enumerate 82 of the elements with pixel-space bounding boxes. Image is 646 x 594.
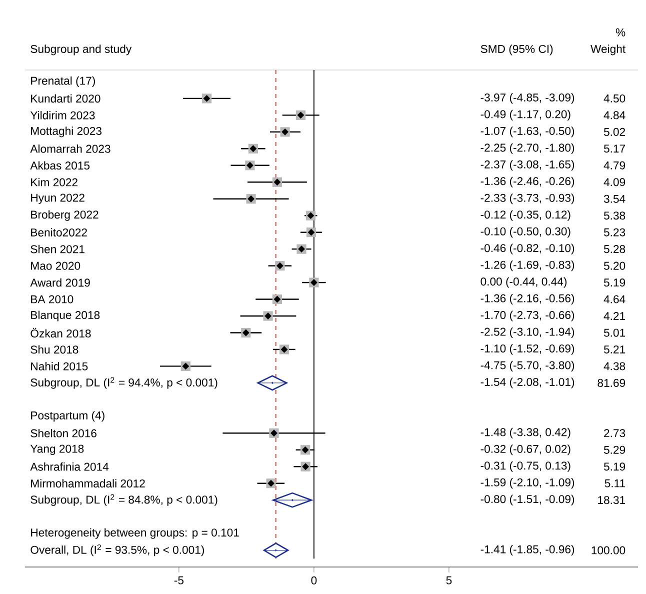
annotation: 5.17 <box>604 144 626 153</box>
annotation: -2.52 (-3.10, -1.94) <box>480 327 574 338</box>
annotation: 5.01 <box>604 328 626 337</box>
y-tick-label: Shen 2021 <box>30 244 84 254</box>
annotation: -1.07 (-1.63, -0.50) <box>480 126 574 138</box>
annotation: 5.28 <box>604 245 626 254</box>
y-tick-label: BA 2010 <box>31 295 74 304</box>
y-tick-label: Prenatal (17) <box>31 76 95 87</box>
annotation: -0.12 (-0.35, 0.12) <box>480 210 570 221</box>
annotation: -2.25 (-2.70, -1.80) <box>480 143 574 154</box>
annotation: -1.70 (-2.73, -0.66) <box>480 310 574 322</box>
annotation: 5.20 <box>604 262 626 270</box>
annotation: 4.38 <box>604 362 626 370</box>
y-axis-title: Subgroup and study <box>30 44 132 56</box>
y-tick-label: Overall, DL (I$^{2}$ = 93.5%, p < 0.001) <box>30 544 204 556</box>
annotation: 100.00 <box>592 546 626 554</box>
annotation: -1.10 (-1.52, -0.69) <box>480 344 574 355</box>
annotation: 4.84 <box>604 111 626 120</box>
annotation: -1.26 (-1.69, -0.83) <box>480 260 574 272</box>
y-tick-label: Kim 2022 <box>31 178 78 186</box>
x-tick-label: 0 <box>311 576 317 584</box>
annotation: 81.69 <box>598 378 626 387</box>
y-tick-label: Subgroup, DL (I$^{2}$ = 84.8%, p < 0.001) <box>30 494 218 506</box>
annotation: 18.31 <box>598 496 626 504</box>
annotation: 5.29 <box>604 446 626 454</box>
annotation: -1.41 (-1.85, -0.96) <box>480 544 574 556</box>
y-tick-label: Akbas 2015 <box>30 161 90 170</box>
annotation: -2.37 (-3.08, -1.65) <box>480 160 574 171</box>
x-tick-label: -5 <box>174 576 184 584</box>
annotation: 5.11 <box>604 479 626 488</box>
y-tick-label: Kundarti 2020 <box>31 94 100 103</box>
annotation: 4.79 <box>604 161 626 170</box>
y-tick-label: Ashrafinia 2014 <box>30 462 109 471</box>
y-tick-label: Shu 2018 <box>30 345 78 354</box>
annotation: 4.21 <box>604 312 626 320</box>
y-tick-label: Alomarrah 2023 <box>30 144 110 153</box>
y-tick-label: Mao 2020 <box>31 262 80 270</box>
y-tick-label: Award 2019 <box>30 278 90 287</box>
y-tick-label: Yildirim 2023 <box>30 111 95 120</box>
annotation: 5.21 <box>604 345 626 354</box>
annotation: -1.36 (-2.16, -0.56) <box>480 294 574 305</box>
annotation: 5.19 <box>604 278 626 287</box>
y-tick-label: Mottaghi 2023 <box>31 126 102 138</box>
y-tick-label: Hyun 2022 <box>31 194 84 204</box>
annotation: 3.54 <box>604 194 626 203</box>
annotation: 0.00 (-0.44, 0.44) <box>480 277 567 288</box>
annotation: -4.75 (-5.70, -3.80) <box>480 360 574 372</box>
annotation: -2.33 (-3.73, -0.93) <box>480 194 574 204</box>
annotation: 5.02 <box>604 128 626 136</box>
x-tick-label: 5 <box>446 576 452 584</box>
annotation: -1.59 (-2.10, -1.09) <box>480 478 574 489</box>
annotation: 5.19 <box>604 462 626 471</box>
y-tick-label: Broberg 2022 <box>31 210 98 221</box>
annotation: -0.31 (-0.75, 0.13) <box>480 461 570 472</box>
y-tick-label: Heterogeneity between groups: p = 0.101 <box>31 528 239 539</box>
annotation: -1.48 (-3.38, 0.42) <box>480 428 570 438</box>
text: Weight <box>590 44 626 56</box>
annotation: -0.49 (-1.17, 0.20) <box>480 110 570 120</box>
y-tick-label: Nahid 2015 <box>31 362 88 370</box>
y-tick-label: Subgroup, DL (I$^{2}$ = 94.4%, p < 0.001) <box>30 377 218 389</box>
annotation: 4.09 <box>604 178 626 186</box>
annotation: -0.10 (-0.50, 0.30) <box>480 227 570 238</box>
annotation: 4.50 <box>604 94 626 102</box>
annotation: 5.23 <box>604 228 626 236</box>
annotation: 5.38 <box>604 212 626 220</box>
y-tick-label: Mirmohammadali 2012 <box>31 479 145 488</box>
y-tick-label: Postpartum (4) <box>31 411 104 422</box>
y-tick-label: Shelton 2016 <box>30 428 96 438</box>
y-tick-label: Blanque 2018 <box>31 310 100 322</box>
annotation: -1.54 (-2.08, -1.01) <box>480 378 574 388</box>
text: SMD (95% CI) <box>480 44 553 56</box>
annotation: -1.36 (-2.46, -0.26) <box>480 176 574 188</box>
y-tick-label: Özkan 2018 <box>30 328 91 338</box>
y-tick-label: Benito2022 <box>31 228 87 236</box>
annotation: -0.32 (-0.67, 0.02) <box>480 444 570 456</box>
annotation: -0.46 (-0.82, -0.10) <box>480 244 574 254</box>
y-tick-label: Yang 2018 <box>30 444 84 455</box>
annotation: 4.64 <box>604 295 626 304</box>
annotation: -3.97 (-4.85, -3.09) <box>480 93 574 104</box>
annotation: 2.73 <box>604 429 626 438</box>
text: % <box>616 28 626 36</box>
annotation: -0.80 (-1.51, -0.09) <box>480 494 574 506</box>
